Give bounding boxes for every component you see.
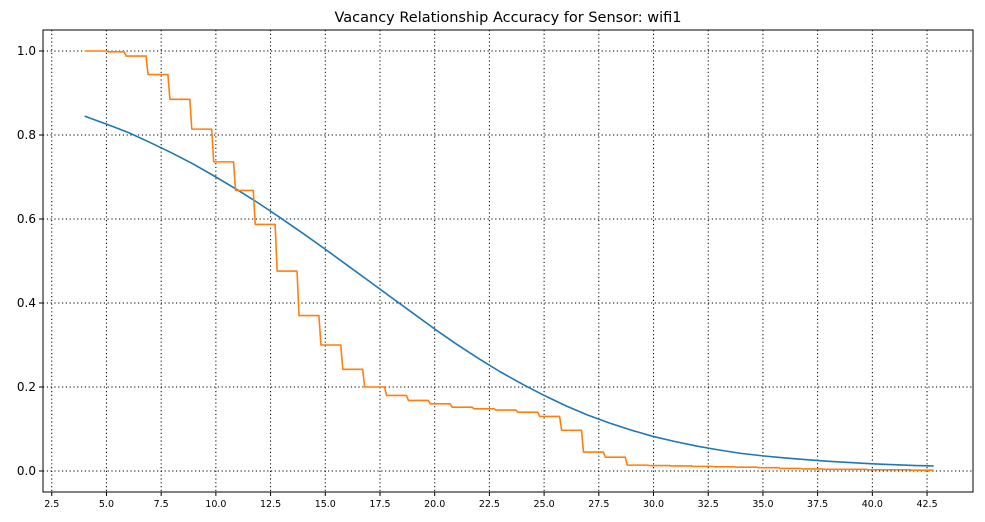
y-tick-label: 0.2 [17,380,36,394]
x-tick-label: 5.0 [99,499,114,510]
x-tick-label: 12.5 [260,499,281,510]
grid-lines [43,30,973,492]
x-tick-label: 22.5 [479,499,500,510]
x-tick-label: 27.5 [588,499,609,510]
y-tick-label: 0.8 [17,128,36,142]
x-tick-label: 30.0 [643,499,664,510]
tick-layer: 2.5 5.0 7.5 10.0 12.5 15.0 17.5 20.0 22.5 25.0 27.… [17,44,938,510]
x-tick-label: 2.5 [44,499,59,510]
x-tick-label: 17.5 [369,499,390,510]
series-line-2 [84,50,934,471]
x-tick-label: 20.0 [424,499,445,510]
x-tick-label: 37.5 [807,499,828,510]
x-tick-label: 7.5 [154,499,169,510]
y-tick-label: 1.0 [17,44,36,58]
series-layer [84,50,934,471]
series-line-1 [84,115,934,467]
y-tick-label: 0.4 [17,296,36,310]
x-tick-label: 42.5 [916,499,937,510]
x-tick-label: 32.5 [698,499,719,510]
x-tick-label: 25.0 [534,499,555,510]
y-tick-label: 0.0 [17,464,36,478]
y-tick-label: 0.6 [17,212,36,226]
chart-title: Vacancy Relationship Accuracy for Sensor… [334,10,681,26]
x-tick-label: 40.0 [862,499,883,510]
x-tick-label: 10.0 [205,499,226,510]
plot-frame [42,29,974,493]
x-tick-label: 35.0 [752,499,773,510]
x-tick-label: 15.0 [315,499,336,510]
